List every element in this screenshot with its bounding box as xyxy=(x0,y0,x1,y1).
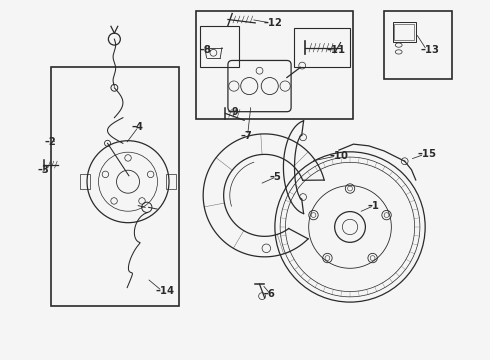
Bar xyxy=(80,174,90,189)
Text: –11: –11 xyxy=(326,45,345,55)
Text: –13: –13 xyxy=(420,45,439,55)
Bar xyxy=(294,28,350,67)
Text: –6: –6 xyxy=(264,289,276,300)
Text: –10: –10 xyxy=(330,151,348,161)
Text: –5: –5 xyxy=(270,172,282,181)
Text: –3: –3 xyxy=(38,165,49,175)
Bar xyxy=(51,67,179,306)
Text: –7: –7 xyxy=(241,131,252,141)
Text: –4: –4 xyxy=(131,122,144,132)
Text: –9: –9 xyxy=(227,107,239,117)
Bar xyxy=(196,11,353,118)
Bar xyxy=(384,11,452,79)
Text: –14: –14 xyxy=(155,286,174,296)
Text: –1: –1 xyxy=(367,201,379,211)
Text: –2: –2 xyxy=(45,136,56,147)
Text: –15: –15 xyxy=(417,149,437,159)
Text: –12: –12 xyxy=(264,18,283,28)
Bar xyxy=(200,26,239,67)
Bar xyxy=(166,174,176,189)
Text: –8: –8 xyxy=(200,45,212,55)
